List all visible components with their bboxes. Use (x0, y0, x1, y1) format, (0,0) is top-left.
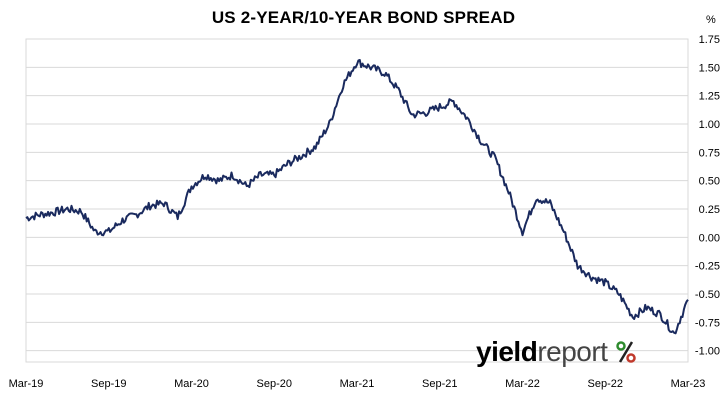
y-axis-tick-labels: 1.75 1.50 1.25 1.00 0.75 0.50 0.25 0.00 -0.25 -0.… (695, 34, 720, 358)
y-tick-label: 1.25 (699, 91, 720, 103)
y-tick-label: 0.50 (699, 176, 720, 188)
x-tick-label: Mar-19 (9, 378, 44, 390)
x-tick-label: Sep-22 (588, 378, 623, 390)
y-tick-label: 0.75 (699, 147, 720, 159)
y-tick-label: 0.25 (699, 204, 720, 216)
x-tick-label: Mar-23 (671, 378, 706, 390)
x-tick-label: Mar-20 (174, 378, 209, 390)
logo-yield: yield (476, 336, 538, 367)
y-tick-label: 0.00 (699, 232, 720, 244)
logo-wordmark: yieldreport (476, 336, 608, 367)
x-tick-label: Sep-20 (257, 378, 292, 390)
x-axis-tick-labels: Mar-19 Sep-19 Mar-20 Sep-20 Mar-21 Sep-21 Mar-… (9, 378, 706, 390)
y-tick-label: 1.00 (699, 119, 720, 131)
yieldreport-logo: yieldreport (476, 336, 636, 368)
plot-area (25, 38, 689, 363)
x-tick-label: Mar-22 (505, 378, 540, 390)
x-tick-label: Sep-21 (422, 378, 457, 390)
x-tick-label: Mar-21 (340, 378, 375, 390)
gridlines (26, 38, 688, 352)
series-line (25, 59, 689, 335)
y-tick-label: 1.50 (699, 62, 720, 74)
y-tick-label: -1.00 (695, 346, 720, 358)
x-tick-label: Sep-19 (91, 378, 126, 390)
unit-label: % (706, 14, 716, 26)
chart-title: US 2-YEAR/10-YEAR BOND SPREAD (211, 8, 516, 27)
y-tick-label: 1.75 (699, 34, 720, 46)
logo-report: report (537, 336, 608, 367)
percent-icon (616, 341, 636, 363)
y-tick-label: -0.50 (695, 289, 720, 301)
y-tick-label: -0.25 (695, 261, 720, 273)
y-tick-label: -0.75 (695, 317, 720, 329)
